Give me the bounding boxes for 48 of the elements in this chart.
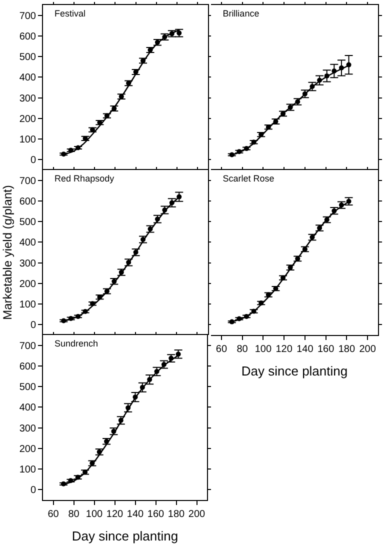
y-tick-label: 0 (30, 155, 36, 166)
x-tick-label: 100 (254, 344, 272, 355)
x-tick-label: 140 (296, 344, 314, 355)
y-tick-label: 300 (19, 93, 36, 104)
x-tick-label: 60 (216, 344, 228, 355)
x-tick-label: 100 (86, 509, 104, 520)
chart-title: Sundrench (54, 338, 98, 348)
y-tick-label: 500 (19, 382, 36, 394)
y-tick-label: 400 (19, 402, 36, 414)
y-tick-label: 200 (19, 444, 36, 455)
x-tick-label: 200 (188, 509, 206, 520)
chart-title: Brilliance (222, 8, 260, 18)
y-tick-label: 600 (19, 196, 36, 208)
x-tick-label: 160 (317, 344, 335, 355)
y-tick-label: 700 (19, 176, 36, 187)
x-axis-title: Day since planting (241, 364, 348, 379)
y-tick-label: 400 (19, 238, 36, 249)
x-tick-label: 80 (236, 344, 248, 355)
x-tick-label: 160 (147, 509, 165, 520)
y-tick-label: 100 (19, 134, 36, 146)
y-tick-label: 500 (19, 52, 36, 64)
y-tick-label: 0 (30, 485, 36, 496)
y-tick-label: 100 (19, 300, 36, 311)
y-tick-label: 0 (30, 320, 36, 332)
chart-title: Red Rhapsody (54, 173, 115, 184)
y-tick-label: 200 (19, 114, 36, 125)
y-tick-label: 300 (19, 258, 36, 270)
x-tick-label: 140 (126, 509, 144, 520)
y-tick-label: 700 (19, 10, 36, 22)
x-axis-title: Day since planting (72, 528, 178, 544)
x-tick-label: 60 (48, 509, 60, 520)
y-tick-label: 100 (19, 464, 36, 476)
y-tick-label: 500 (19, 217, 36, 228)
x-tick-label: 80 (68, 509, 80, 520)
y-tick-label: 200 (19, 278, 36, 290)
x-tick-label: 120 (276, 344, 293, 355)
y-tick-label: 600 (19, 31, 36, 42)
x-tick-label: 180 (168, 509, 186, 520)
y-tick-label: 700 (19, 340, 36, 352)
y-axis-title: Marketable yield (g/plant) (0, 185, 15, 320)
y-tick-label: 600 (19, 361, 36, 372)
x-tick-label: 120 (106, 509, 124, 520)
x-tick-label: 180 (338, 344, 356, 355)
chart-title: Scarlet Rose (222, 173, 274, 184)
y-tick-label: 300 (19, 423, 36, 434)
x-tick-label: 200 (359, 344, 376, 355)
y-tick-label: 400 (19, 72, 36, 84)
chart-title: Festival (54, 8, 86, 18)
